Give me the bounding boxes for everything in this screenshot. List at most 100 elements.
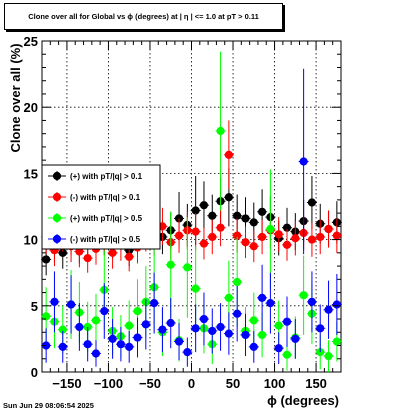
data-point (191, 206, 200, 215)
data-point (125, 321, 134, 330)
x-tick-label: 150 (305, 376, 327, 391)
data-point (150, 299, 159, 308)
data-point (299, 157, 308, 166)
data-point (274, 321, 283, 330)
data-point (249, 242, 258, 251)
data-point (66, 300, 76, 309)
data-point (299, 291, 308, 300)
data-point (100, 306, 109, 316)
data-point (266, 224, 275, 234)
data-point (83, 254, 92, 263)
x-tick-label: −150 (52, 376, 81, 391)
data-point (58, 342, 67, 351)
data-point (158, 325, 167, 334)
data-point (249, 316, 258, 325)
data-point (324, 224, 333, 234)
data-point (291, 334, 300, 343)
data-point (332, 231, 341, 240)
x-tick-label: 100 (264, 376, 286, 391)
data-point (208, 232, 217, 242)
data-point (282, 317, 292, 326)
data-point (183, 263, 192, 272)
data-point (199, 239, 209, 248)
legend-marker (52, 192, 62, 202)
date-stamp: Sun Jun 29 08:06:54 2025 (3, 401, 94, 410)
data-point (83, 340, 92, 349)
data-point (125, 252, 134, 261)
data-point (257, 232, 267, 242)
data-point (224, 329, 233, 338)
y-tick-label: 5 (31, 299, 38, 314)
data-point (208, 326, 217, 336)
legend-label: (-) with pT/|q| > 0.5 (70, 235, 141, 244)
data-point (166, 318, 175, 328)
data-point (199, 314, 209, 324)
data-point (191, 284, 200, 293)
data-point (133, 333, 142, 342)
data-point (324, 352, 333, 361)
data-point (332, 300, 341, 309)
legend-marker (52, 171, 62, 181)
chart-title: Clone over all for Global vs ϕ (degrees)… (28, 12, 259, 21)
data-point (249, 218, 258, 227)
data-point (257, 207, 267, 216)
x-axis-label: ϕ (degrees) (267, 393, 339, 408)
data-point (174, 231, 184, 240)
data-point (249, 342, 258, 351)
data-point (199, 201, 209, 210)
data-point (224, 293, 233, 302)
data-point (216, 126, 225, 136)
data-point (208, 211, 217, 220)
legend-marker (52, 213, 62, 223)
legend-label: (+) with pT/|q| > 0.5 (70, 214, 143, 223)
data-point (241, 238, 250, 247)
data-point (233, 309, 242, 318)
x-tick-label: −100 (94, 376, 123, 391)
x-tick-label: 0 (188, 376, 195, 391)
data-point (307, 235, 317, 244)
data-point (191, 324, 200, 333)
y-tick-label: 20 (24, 100, 38, 115)
x-tick-label: 50 (226, 376, 240, 391)
data-point (116, 340, 126, 349)
y-tick-label: 25 (24, 34, 38, 49)
data-point (307, 198, 317, 207)
data-point (183, 348, 192, 357)
data-point (274, 230, 283, 239)
data-point (75, 322, 84, 332)
data-point (133, 306, 142, 316)
data-point (42, 312, 51, 321)
data-point (141, 320, 150, 329)
data-point (241, 214, 250, 223)
title-box: Clone over all for Global vs ϕ (degrees)… (4, 3, 283, 30)
x-tick-label: −50 (139, 376, 161, 391)
legend: (+) with pT/|q| > 0.1 (-) with pT/|q| > 0… (41, 164, 161, 250)
data-point (42, 255, 51, 264)
data-point (257, 330, 267, 340)
data-point (216, 223, 225, 232)
data-point (224, 193, 233, 202)
data-point (125, 342, 134, 351)
y-tick-label: 10 (24, 233, 38, 248)
data-point (266, 299, 275, 308)
legend-label: (-) with pT/|q| > 0.1 (70, 193, 141, 202)
data-point (316, 324, 325, 333)
data-point (282, 240, 292, 249)
data-point (108, 334, 117, 343)
data-point (191, 227, 200, 236)
data-point (224, 150, 233, 159)
data-point (233, 277, 242, 287)
data-point (108, 248, 117, 257)
data-point (307, 297, 317, 306)
data-point (291, 234, 300, 243)
y-tick-label: 0 (31, 365, 38, 380)
data-point (50, 297, 59, 306)
data-point (274, 344, 283, 353)
legend-box (41, 164, 161, 250)
data-point (257, 293, 267, 302)
data-point (332, 337, 341, 346)
data-point (91, 316, 101, 325)
y-tick-label: 15 (24, 166, 38, 181)
data-point (91, 349, 101, 358)
